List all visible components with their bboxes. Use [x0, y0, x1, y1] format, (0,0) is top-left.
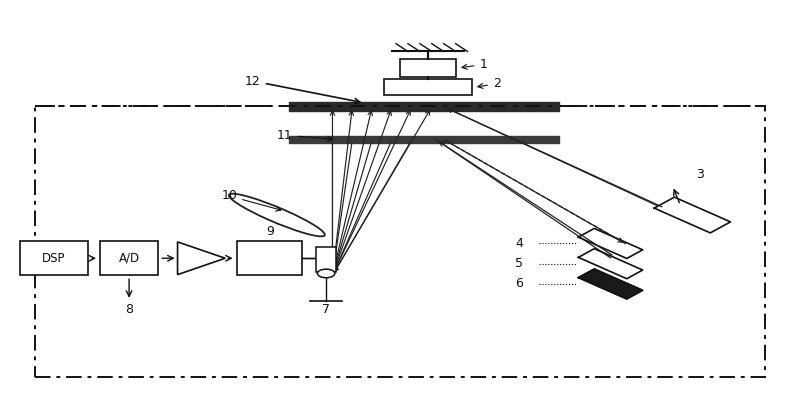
Text: 12: 12 — [245, 75, 360, 103]
Text: 8: 8 — [125, 303, 133, 316]
Polygon shape — [178, 242, 226, 275]
Text: DSP: DSP — [42, 252, 66, 265]
Bar — [400, 59, 456, 77]
Text: 3: 3 — [696, 167, 704, 181]
Bar — [34, 106, 766, 377]
Bar — [101, 241, 158, 275]
Text: 7: 7 — [322, 303, 330, 316]
Bar — [316, 247, 336, 272]
Text: 11: 11 — [277, 129, 333, 142]
Bar — [237, 241, 302, 275]
Polygon shape — [578, 269, 642, 299]
Text: 4: 4 — [515, 237, 523, 250]
Text: 2: 2 — [478, 77, 501, 90]
Text: 5: 5 — [515, 257, 523, 270]
Text: 9: 9 — [266, 225, 274, 238]
Polygon shape — [578, 249, 642, 279]
Polygon shape — [654, 197, 730, 233]
Ellipse shape — [318, 269, 335, 278]
Ellipse shape — [229, 194, 325, 236]
Bar — [20, 241, 88, 275]
Polygon shape — [578, 228, 642, 258]
Text: 6: 6 — [515, 277, 523, 290]
Text: A/D: A/D — [118, 252, 140, 265]
Text: 10: 10 — [222, 190, 281, 211]
Text: 1: 1 — [462, 58, 487, 71]
Bar — [384, 79, 471, 96]
